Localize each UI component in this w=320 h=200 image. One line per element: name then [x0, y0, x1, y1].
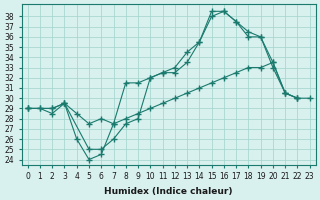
X-axis label: Humidex (Indice chaleur): Humidex (Indice chaleur): [104, 187, 233, 196]
